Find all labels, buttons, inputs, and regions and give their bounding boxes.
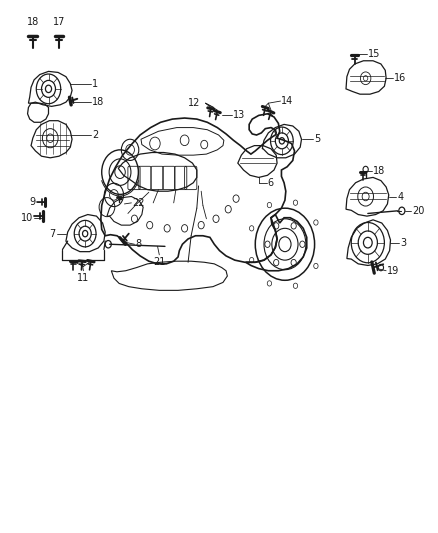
Text: 4: 4 xyxy=(396,191,403,201)
Text: 5: 5 xyxy=(314,134,320,144)
Text: 20: 20 xyxy=(411,206,424,216)
Text: 11: 11 xyxy=(77,273,89,283)
Text: 3: 3 xyxy=(399,238,406,248)
Text: 18: 18 xyxy=(92,97,104,107)
Text: 2: 2 xyxy=(92,130,98,140)
Text: 6: 6 xyxy=(267,177,273,188)
Text: 16: 16 xyxy=(393,73,405,83)
Text: 8: 8 xyxy=(135,239,141,249)
Text: 18: 18 xyxy=(27,17,39,27)
Text: 22: 22 xyxy=(132,198,145,208)
Text: 7: 7 xyxy=(49,229,56,239)
Text: 9: 9 xyxy=(29,197,35,207)
Text: 18: 18 xyxy=(372,166,385,176)
Text: 10: 10 xyxy=(21,213,33,223)
Text: 13: 13 xyxy=(232,110,244,120)
Text: 15: 15 xyxy=(367,50,379,59)
Text: 14: 14 xyxy=(281,96,293,106)
Text: 21: 21 xyxy=(153,257,165,267)
Text: 19: 19 xyxy=(386,266,398,276)
Text: 17: 17 xyxy=(53,17,65,27)
Text: 1: 1 xyxy=(92,78,98,88)
Text: 12: 12 xyxy=(187,98,199,108)
